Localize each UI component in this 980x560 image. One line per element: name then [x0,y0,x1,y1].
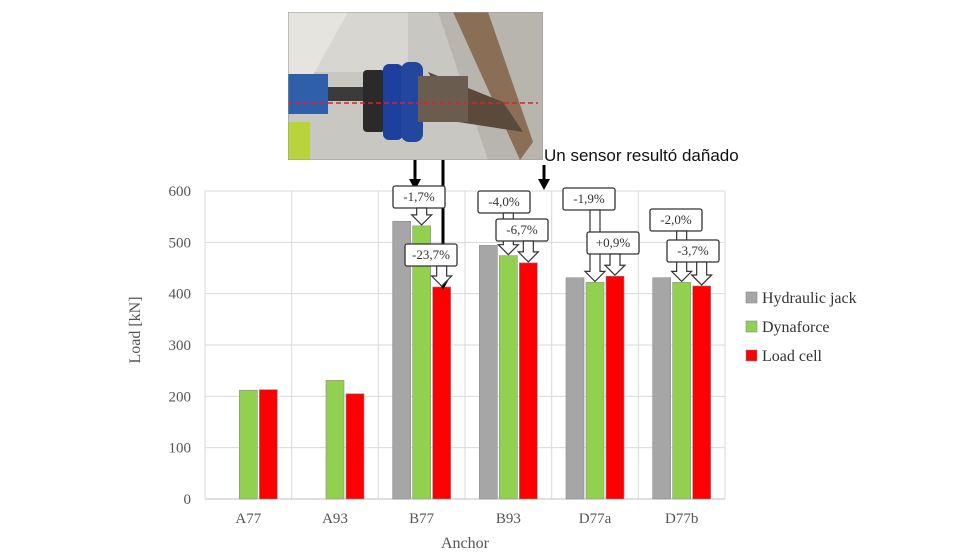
y-tick-label: 400 [169,287,192,303]
callout-label: -3,7% [677,243,709,258]
y-tick-label: 300 [169,338,192,354]
gridlines [204,190,726,500]
callout-arrow [690,261,714,286]
photo-arrow-b77-hydraulic-head [409,179,421,190]
anchor-photo [288,12,543,160]
callout-arrow [410,207,434,226]
damaged-sensor-annotation: Un sensor resultó dañado [544,146,739,165]
x-tick-labels: A77 A93 B77 B93 D77a D77b [235,511,698,527]
callout-arrow [516,240,540,263]
callout-arrow [603,253,627,277]
bar-dynaforce-b93 [499,255,518,500]
callout-box [666,239,720,263]
callout-d77b-load-cell: -3,7% [666,239,720,286]
callout-label: -1,7% [403,189,435,204]
x-tick-label: A77 [235,511,261,527]
bar-load-cell-d77a [605,275,625,500]
bar-hydraulic-jack-b77 [392,220,411,500]
bar-hydraulic-jack-b93 [479,245,498,500]
bar-load-cell-b93 [519,262,538,500]
y-tick-label: 600 [169,184,192,200]
callout-box [562,187,616,211]
y-tick-label: 200 [169,389,192,405]
y-axis-title: Load [kN] [127,296,144,363]
callout-box [495,218,549,242]
callout-label: -23,7% [412,247,450,262]
callouts: -1,7% -23,7% -4,0% -6,7% -1,9% +0,9% -2,0% -3,7… [392,185,720,287]
legend-label: Hydraulic jack [762,290,857,307]
x-tick-label: D77b [665,511,698,527]
y-tick-label: 500 [169,235,192,251]
callout-b93-load-cell: -6,7% [495,218,549,263]
bar-load-cell-a77 [259,389,278,500]
y-tick-label: 0 [184,492,192,508]
annotation-arrow-b93-head [538,179,550,190]
bar-load-cell-d77b [692,285,711,500]
bar-load-cell-b77 [432,286,451,500]
callout-label: -2,0% [660,212,692,227]
x-tick-label: D77a [579,511,612,527]
callout-d77a-load-cell: +0,9% [586,231,640,277]
y-tick-label: 100 [169,441,192,457]
bar-dynaforce-b77 [412,225,431,500]
callout-label: -4,0% [488,194,520,209]
bar-hydraulic-jack-d77a [565,277,585,500]
x-axis-title: Anchor [441,535,490,552]
x-tick-label: A93 [322,511,348,527]
x-tick-label: B77 [409,511,435,527]
callout-arrow [430,265,454,287]
bar-dynaforce-d77b [672,282,691,500]
y-tick-labels: 0 100 200 300 400 500 600 [169,184,192,508]
callout-box [404,243,458,267]
callout-b77-dynaforce: -1,7% [392,185,446,226]
legend-swatch-load-cell [745,349,758,362]
bar-dynaforce-a77 [239,389,258,500]
callout-label: -6,7% [506,222,538,237]
bar-load-cell-a93 [345,393,365,500]
legend-swatch-dynaforce [745,320,758,333]
callout-label: +0,9% [596,235,631,250]
callout-d77a-dynaforce: -1,9% [562,187,616,283]
legend-label: Load cell [762,348,823,365]
legend-swatch-hydraulic-jack [745,291,758,304]
callout-b77-load-cell: -23,7% [404,243,458,287]
legend: Hydraulic jack Dynaforce Load cell [745,290,857,365]
bars [239,220,711,500]
legend-label: Dynaforce [762,319,830,336]
bar-dynaforce-a93 [325,380,345,500]
callout-box [649,208,703,232]
callout-label: -1,9% [573,191,605,206]
x-tick-label: B93 [496,511,521,527]
bar-hydraulic-jack-d77b [652,277,671,500]
bar-dynaforce-d77a [585,282,605,500]
